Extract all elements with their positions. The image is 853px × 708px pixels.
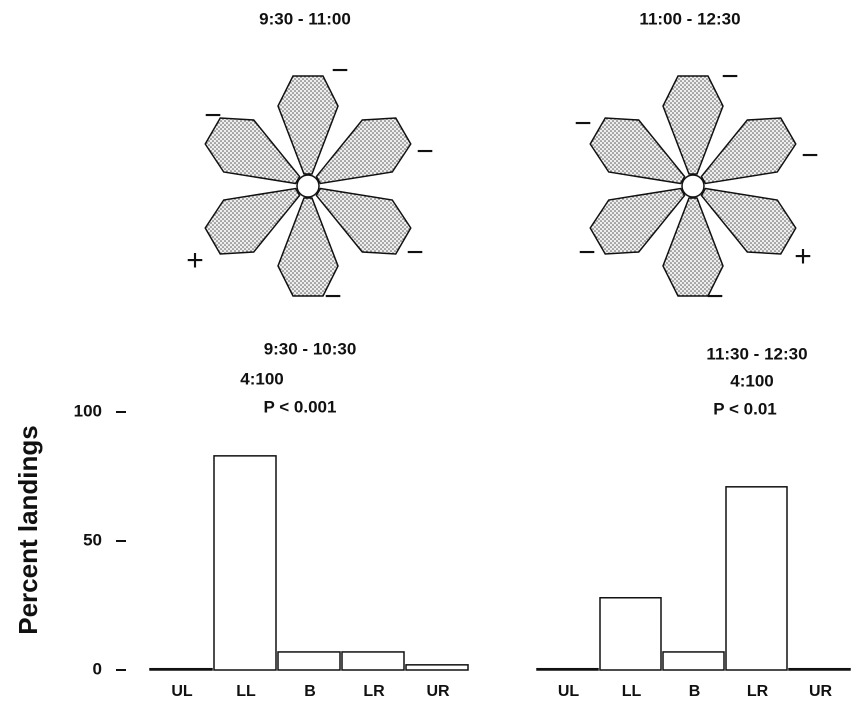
bar [214, 456, 276, 670]
petal-sign: − [416, 135, 434, 168]
petal [701, 118, 795, 183]
figure: Percent landings 9:30 - 11:00 − − − − + − 11:00… [0, 0, 853, 708]
x-tick-label: UR [426, 683, 450, 700]
bar [600, 598, 661, 670]
annotation: 9:30 - 10:30 [264, 339, 357, 358]
bar [789, 669, 850, 670]
diagram-title: 11:00 - 12:30 [639, 9, 740, 28]
petal [590, 118, 684, 183]
petal-sign: − [706, 280, 724, 313]
petal [316, 189, 410, 254]
x-tick-label: LL [236, 683, 256, 700]
annotation: P < 0.01 [713, 399, 777, 418]
petal [316, 118, 410, 183]
petal-sign: − [574, 107, 592, 140]
y-tick-label: 0 [93, 659, 102, 678]
bar [406, 665, 468, 670]
y-tick-label: 50 [83, 530, 102, 549]
annotation: 4:100 [730, 371, 773, 390]
x-tick-label: B [689, 683, 701, 700]
bar [342, 652, 404, 670]
x-tick-label: LR [363, 683, 385, 700]
x-tick-label: UL [171, 683, 193, 700]
annotation: 4:100 [240, 369, 283, 388]
center-disk [297, 175, 319, 197]
bar [726, 487, 787, 670]
petal-sign: − [406, 236, 424, 269]
petal [590, 189, 684, 254]
bar [537, 669, 598, 670]
annotation: 11:30 - 12:30 [706, 344, 807, 363]
annotation: P < 0.001 [264, 397, 337, 416]
petal-sign: + [186, 244, 204, 277]
x-tick-label: UL [558, 683, 580, 700]
petal-sign: + [794, 240, 812, 273]
bar [278, 652, 340, 670]
petal-sign: − [331, 54, 349, 87]
petal-sign: − [721, 60, 739, 93]
petal [701, 189, 795, 254]
petal [663, 76, 723, 174]
y-tick-label: 100 [74, 401, 102, 420]
petal-sign: − [204, 99, 222, 132]
y-axis-label: Percent landings [13, 425, 43, 635]
petal-sign: − [801, 139, 819, 172]
diagram-title: 9:30 - 11:00 [259, 9, 351, 28]
x-tick-label: LL [622, 683, 642, 700]
petal [278, 76, 338, 174]
center-disk [682, 175, 704, 197]
x-tick-label: UR [809, 683, 833, 700]
bar [150, 669, 212, 670]
x-tick-label: LR [747, 683, 769, 700]
petal-sign: − [324, 280, 342, 313]
petal-sign: − [578, 236, 596, 269]
petal [205, 189, 299, 254]
x-tick-label: B [304, 683, 316, 700]
bar [663, 652, 724, 670]
